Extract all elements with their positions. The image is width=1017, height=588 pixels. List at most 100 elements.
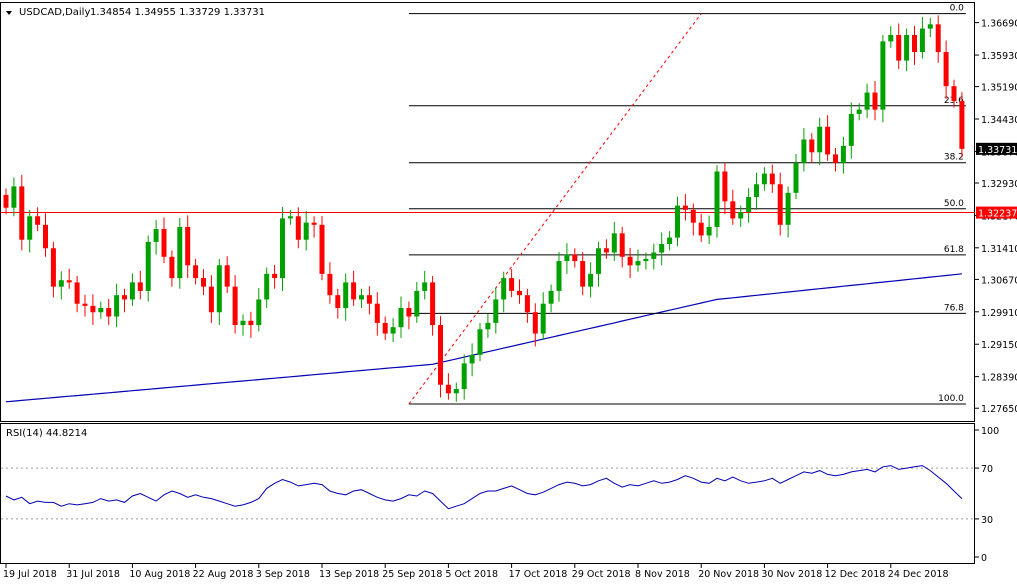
fib-level-label: 61.8 [944,245,964,255]
candle-bull [145,241,151,291]
candle-bull [11,186,17,208]
candle-bull [398,307,404,328]
price-pane-frame [0,2,975,422]
rsi-tick-label: 0 [981,553,987,564]
axes: 1.366901.359301.351901.344301.336701.329… [3,19,1017,580]
level-price-box [976,206,1017,219]
candle-bear [351,282,357,300]
candle-bull [596,248,601,274]
time-tick-label: 12 Dec 2018 [825,569,886,580]
candle-bear [580,261,586,287]
price-tick-label: 1.31410 [981,244,1017,255]
candle-bear [43,224,48,249]
price-tick-label: 1.32930 [981,179,1017,190]
candle-bull [256,299,262,326]
candle-bull [501,278,507,300]
candle-bear [690,209,696,223]
candle-bear [366,295,372,304]
candle-bear [382,322,388,334]
rsi-tick-label: 30 [981,515,993,526]
price-tick-label: 1.30670 [981,275,1017,286]
time-tick-label: 8 Nov 2018 [635,569,690,580]
candle-bull [848,113,854,146]
candle-bull [129,282,135,300]
fib-level-label: 0.0 [950,4,965,14]
candle-bear [335,295,341,308]
candle-bear [201,278,206,287]
candle-bear [769,173,775,185]
candle-bull [840,145,846,163]
time-tick-label: 25 Sep 2018 [382,569,442,580]
candle-bull [153,229,159,242]
rsi-pane-frame [0,423,975,564]
time-tick-label: 20 Nov 2018 [698,569,759,580]
candle-bear [825,126,831,155]
candle-bull [564,254,570,262]
candle-bear [912,34,917,53]
candle-bull [540,303,546,334]
candle-bear [106,307,112,317]
candle-bear [248,320,254,326]
time-tick-label: 24 Dec 2018 [888,569,949,580]
candle-bear [74,282,80,304]
price-tick-label: 1.29150 [981,340,1017,351]
rsi-title: RSI(14) 44.8214 [6,428,87,439]
candle-bull [359,295,364,300]
candle-bear [224,265,230,287]
candle-bull [793,162,799,193]
candle-bull [588,273,594,287]
candle-bull [706,226,712,236]
candle-bear [951,86,957,102]
candle-bear [319,224,325,274]
candle-bull [927,24,933,29]
candle-bear [896,34,902,61]
rsi-pane [1,465,975,520]
candle-bull [675,205,680,238]
candle-bear [730,201,736,219]
rsi-tick-label: 70 [981,464,993,475]
candle-bear [295,216,301,240]
candle-bear [572,254,578,262]
time-tick-label: 5 Oct 2018 [445,569,498,580]
candle-bear [445,384,451,394]
candle-bull [761,173,767,185]
candle-bear [809,139,815,153]
candle-bull [58,280,64,287]
price-tick-label: 1.29910 [981,308,1017,319]
candle-bull [659,243,665,253]
candle-bull [264,273,270,300]
price-tick-label: 1.35190 [981,83,1017,94]
candle-bear [532,312,538,334]
candle-bear [430,282,436,326]
candle-bear [185,226,191,266]
triangle-down-icon[interactable] [6,11,12,15]
time-tick-label: 31 Jul 2018 [66,569,120,580]
level-price-label: 1.32237 [978,209,1017,220]
candle-bear [698,222,704,236]
candle-bull [343,282,349,308]
ohlc-label: 1.34854 1.34955 1.33729 1.33731 [90,7,265,18]
candle-bear [19,186,25,240]
symbol-label: USDCAD,Daily [19,7,90,18]
candle-bear [943,52,949,87]
candle-bear [935,24,941,53]
candle-bear [90,305,96,313]
fib-level-label: 38.2 [944,153,964,163]
time-tick-label: 29 Oct 2018 [572,569,631,580]
price-tick-label: 1.28390 [981,373,1017,384]
candle-bull [216,265,222,313]
fib-level-label: 50.0 [944,199,964,209]
candle-bear [272,273,278,279]
fib-level-label: 76.8 [944,303,964,313]
candle-bull [98,307,104,313]
candle-bull [880,41,886,110]
rsi-tick-label: 100 [981,426,999,437]
candle-bear [311,222,317,225]
candle-bull [414,290,420,317]
candle-bull [611,233,617,253]
candle-bear [137,282,143,291]
candle-bull [177,226,183,279]
